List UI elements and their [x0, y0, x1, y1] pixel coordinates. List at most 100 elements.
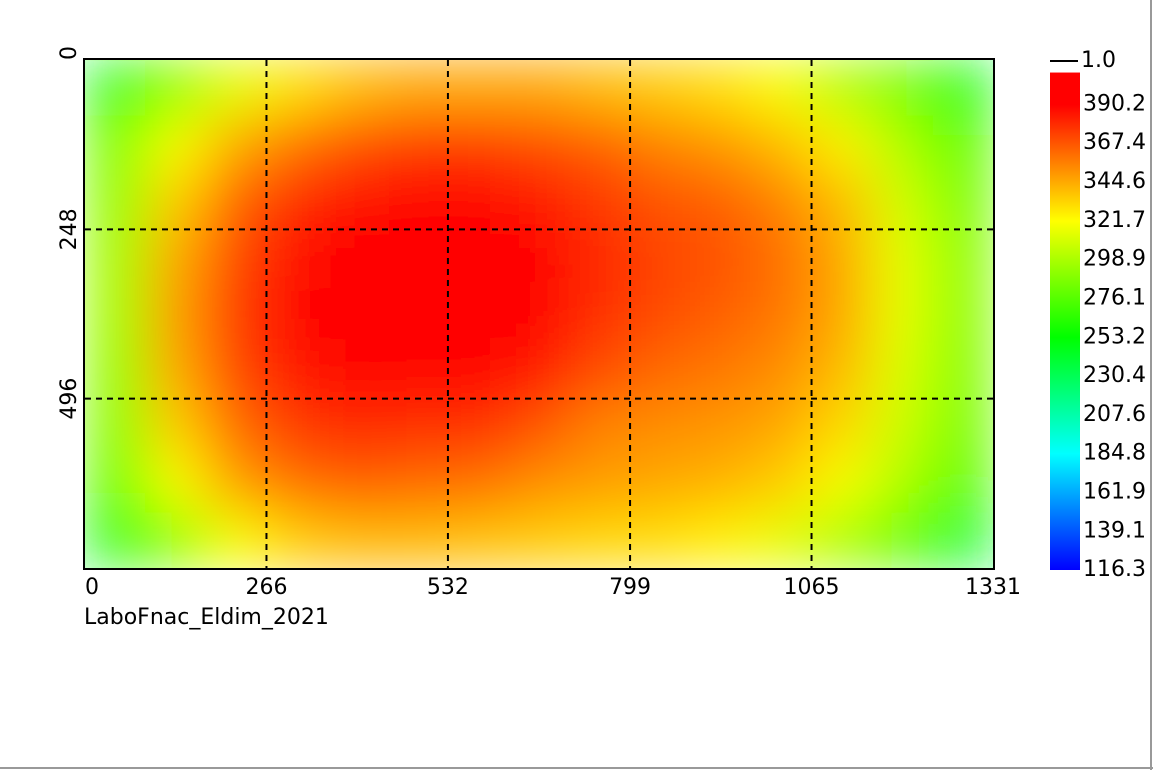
colorbar-tick-label: 230.4 [1083, 363, 1146, 388]
heatmap-cell [387, 285, 449, 343]
heatmap-cell [387, 172, 449, 230]
heatmap-cell [327, 342, 389, 400]
heatmap-cell [690, 60, 752, 117]
heatmap-cell [145, 229, 207, 287]
colorbar-tick-label: 321.7 [1083, 208, 1146, 233]
heatmap-clip [85, 60, 993, 568]
heatmap-cell [629, 116, 691, 174]
colorbar-tick-label: 367.4 [1083, 130, 1146, 155]
heatmap-cell [629, 285, 691, 343]
x-tick-label: 1331 [965, 575, 1021, 600]
heatmap-cell [206, 60, 268, 117]
heatmap-cell [85, 229, 147, 287]
heatmap-cell [145, 398, 207, 456]
heatmap-cell [266, 116, 328, 174]
heatmap-cell [508, 60, 570, 117]
heatmap-cell [448, 342, 510, 400]
heatmap-cell [811, 116, 873, 174]
x-tick-label: 799 [609, 575, 651, 600]
overlay [85, 60, 993, 568]
heatmap-cell [690, 285, 752, 343]
heatmap-cell [448, 229, 510, 287]
heatmap-cell [750, 60, 812, 117]
heatmap-cell [327, 116, 389, 174]
heatmap-cell [811, 511, 873, 568]
heatmap-cell [811, 342, 873, 400]
heatmap-cell [387, 342, 449, 400]
heatmap-cell [629, 172, 691, 230]
heatmap-cell [448, 398, 510, 456]
heatmap-cell [871, 511, 933, 568]
heatmap-cell [629, 342, 691, 400]
heatmap-cell [387, 116, 449, 174]
heatmap-cell [690, 511, 752, 568]
x-tick-label: 0 [85, 575, 99, 600]
heatmap-cell [750, 116, 812, 174]
heatmap-cell [145, 511, 207, 568]
heatmap-cell [629, 455, 691, 513]
heatmap-cell [932, 511, 993, 568]
heatmap-cell [569, 60, 631, 117]
heatmap-cell [145, 172, 207, 230]
heatmap-cell [327, 511, 389, 568]
heatmap-cell [932, 229, 993, 287]
heatmap-cell [85, 116, 147, 174]
heatmap-cell [266, 172, 328, 230]
heatmap-cell [206, 229, 268, 287]
heatmap-cell [750, 342, 812, 400]
colorbar-tick-label: 344.6 [1083, 169, 1146, 194]
y-tick-label: 0 [57, 46, 82, 60]
heatmap-cell [508, 116, 570, 174]
heatmap-cell [871, 455, 933, 513]
colorbar-tick-label: 298.9 [1083, 247, 1146, 272]
heatmap-cell [932, 172, 993, 230]
heatmap-cell [448, 285, 510, 343]
heatmap-cell [871, 229, 933, 287]
heatmap-cell [206, 285, 268, 343]
heatmap-cell [629, 229, 691, 287]
heatmap-cell [448, 116, 510, 174]
heatmap-cell [206, 172, 268, 230]
heatmap-cell [508, 455, 570, 513]
heatmap-cell [145, 60, 207, 117]
x-tick-label: 532 [427, 575, 469, 600]
heatmap-cell [327, 455, 389, 513]
heatmap-cell [85, 60, 147, 117]
heatmap-cell [690, 172, 752, 230]
x-tick-label: 266 [245, 575, 287, 600]
heatmap-cell [750, 455, 812, 513]
colorbar [1050, 72, 1080, 570]
heatmap-cell [327, 60, 389, 117]
heatmap-cell [206, 342, 268, 400]
heatmap-cell [448, 60, 510, 117]
heatmap-cell [569, 398, 631, 456]
heatmap-cell [569, 511, 631, 568]
heatmap-cell [145, 116, 207, 174]
heatmap-cell [508, 172, 570, 230]
heatmap-cell [690, 455, 752, 513]
heatmap-cell [448, 172, 510, 230]
heatmap-cell [266, 455, 328, 513]
window-border [0, 767, 1153, 769]
colorbar-tick-label: 116.3 [1083, 557, 1146, 582]
plot-frame [83, 58, 995, 570]
colorbar-top-label: 1.0 [1081, 48, 1116, 73]
heatmap-cell [145, 285, 207, 343]
heatmap-cell [206, 511, 268, 568]
heatmap-cell [206, 455, 268, 513]
heatmap-cell [387, 455, 449, 513]
heatmap-cell [932, 285, 993, 343]
x-tick-label: 1065 [784, 575, 840, 600]
heatmap-cell [206, 398, 268, 456]
heatmap-cell [569, 455, 631, 513]
heatmap-cell [266, 285, 328, 343]
heatmap-cell [266, 398, 328, 456]
heatmap-cell [871, 342, 933, 400]
heatmap-cell [569, 116, 631, 174]
heatmap-cell [145, 455, 207, 513]
colorbar-tick-label: 184.8 [1083, 441, 1146, 466]
window-border [1150, 0, 1152, 770]
heatmap-cell [932, 116, 993, 174]
y-tick-label: 496 [57, 378, 82, 420]
